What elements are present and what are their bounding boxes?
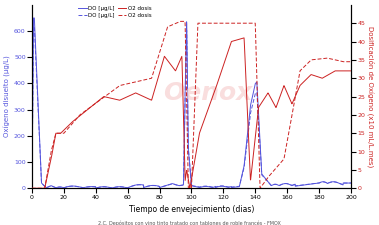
Text: Oenox: Oenox	[163, 81, 252, 105]
Y-axis label: Oxígeno disuelto (µg/L): Oxígeno disuelto (µg/L)	[4, 56, 11, 137]
Text: 2.C. Depósitos con vino tinto tratado con tablones de roble francés - FMOX: 2.C. Depósitos con vino tinto tratado co…	[98, 220, 281, 225]
Legend: DO [µg/L], DO [µg/L], O2 dosis, O2 dosis: DO [µg/L], DO [µg/L], O2 dosis, O2 dosis	[76, 4, 153, 20]
X-axis label: Tiempo de envejecimiento (dias): Tiempo de envejecimiento (dias)	[129, 205, 254, 214]
Y-axis label: Dosificación de Oxígeno (x10 mL/L.mes): Dosificación de Oxígeno (x10 mL/L.mes)	[367, 26, 375, 167]
